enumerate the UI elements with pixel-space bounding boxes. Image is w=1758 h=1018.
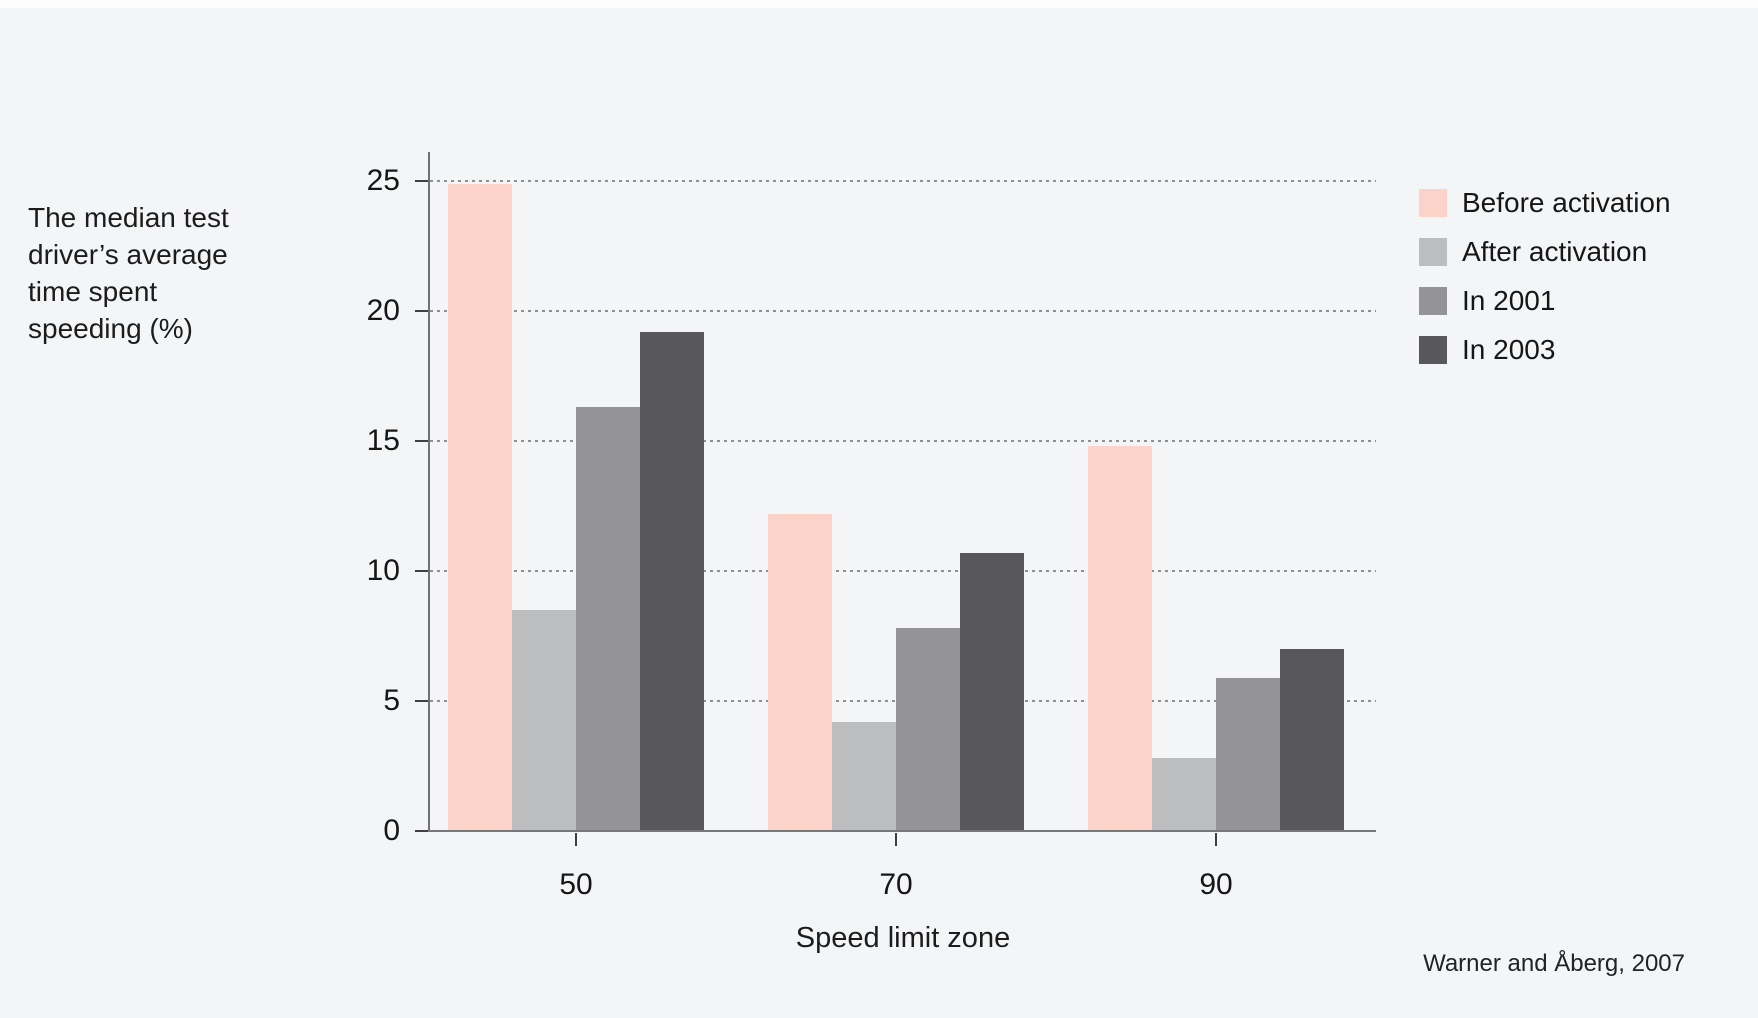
y-axis-tick-15 (415, 440, 428, 442)
legend: Before activation After activation In 20… (1419, 187, 1671, 385)
y-axis-tick-label: 20 (366, 294, 400, 327)
legend-label: After activation (1462, 236, 1648, 267)
legend-swatch-icon (1419, 238, 1447, 266)
gridline-y-20 (430, 310, 1376, 312)
x-axis-tick-label: 50 (559, 868, 593, 901)
source-citation: Warner and Åberg, 2007 (1423, 950, 1685, 977)
y-axis-tick-10 (415, 570, 428, 572)
gridline-y-15 (430, 440, 1376, 442)
y-axis-tick-label: 5 (383, 684, 400, 717)
y-axis-note-line: driver’s average (28, 239, 228, 270)
bar-in-2001-70 (896, 628, 960, 831)
bar-in-2001-90 (1216, 678, 1280, 831)
legend-label: In 2001 (1462, 285, 1556, 316)
y-axis-tick-label: 15 (366, 424, 400, 457)
bar-in-2001-50 (576, 407, 640, 831)
x-axis-tick-50 (575, 833, 577, 846)
x-axis-tick-label: 70 (879, 868, 913, 901)
x-axis-tick-label: 90 (1199, 868, 1233, 901)
x-axis-tick-70 (895, 833, 897, 846)
y-axis-note-line: time spent (28, 276, 158, 307)
y-axis-tick-label: 25 (366, 164, 400, 197)
legend-label: In 2003 (1462, 334, 1556, 365)
gridline-y-25 (430, 180, 1376, 182)
bar-after-activation-50 (512, 610, 576, 831)
legend-item: In 2001 (1419, 285, 1671, 316)
legend-swatch-icon (1419, 336, 1447, 364)
y-axis-note-line: The median test (28, 202, 229, 233)
y-axis-tick-label: 10 (366, 554, 400, 587)
bar-after-activation-90 (1152, 758, 1216, 831)
top-strip (0, 0, 1758, 8)
bar-after-activation-70 (832, 722, 896, 831)
bar-before-activation-70 (768, 514, 832, 831)
gridline-y-10 (430, 570, 1376, 572)
bar-in-2003-50 (640, 332, 704, 831)
legend-item: Before activation (1419, 187, 1671, 218)
y-axis-note: The median test driver’s average time sp… (28, 199, 268, 347)
bar-in-2003-70 (960, 553, 1024, 831)
x-axis-line (428, 830, 1376, 832)
y-axis-line (428, 152, 430, 832)
bar-before-activation-90 (1088, 446, 1152, 831)
legend-item: After activation (1419, 236, 1671, 267)
y-axis-tick-25 (415, 180, 428, 182)
y-axis-tick-label: 0 (383, 814, 400, 847)
legend-item: In 2003 (1419, 334, 1671, 365)
y-axis-tick-5 (415, 700, 428, 702)
x-axis-title: Speed limit zone (795, 922, 1011, 954)
legend-swatch-icon (1419, 287, 1447, 315)
legend-label: Before activation (1462, 187, 1671, 218)
y-axis-note-line: speeding (%) (28, 313, 193, 344)
bar-in-2003-90 (1280, 649, 1344, 831)
legend-swatch-icon (1419, 189, 1447, 217)
x-axis-tick-90 (1215, 833, 1217, 846)
y-axis-tick-20 (415, 310, 428, 312)
y-axis-tick-0 (415, 830, 428, 832)
bar-before-activation-50 (448, 184, 512, 831)
